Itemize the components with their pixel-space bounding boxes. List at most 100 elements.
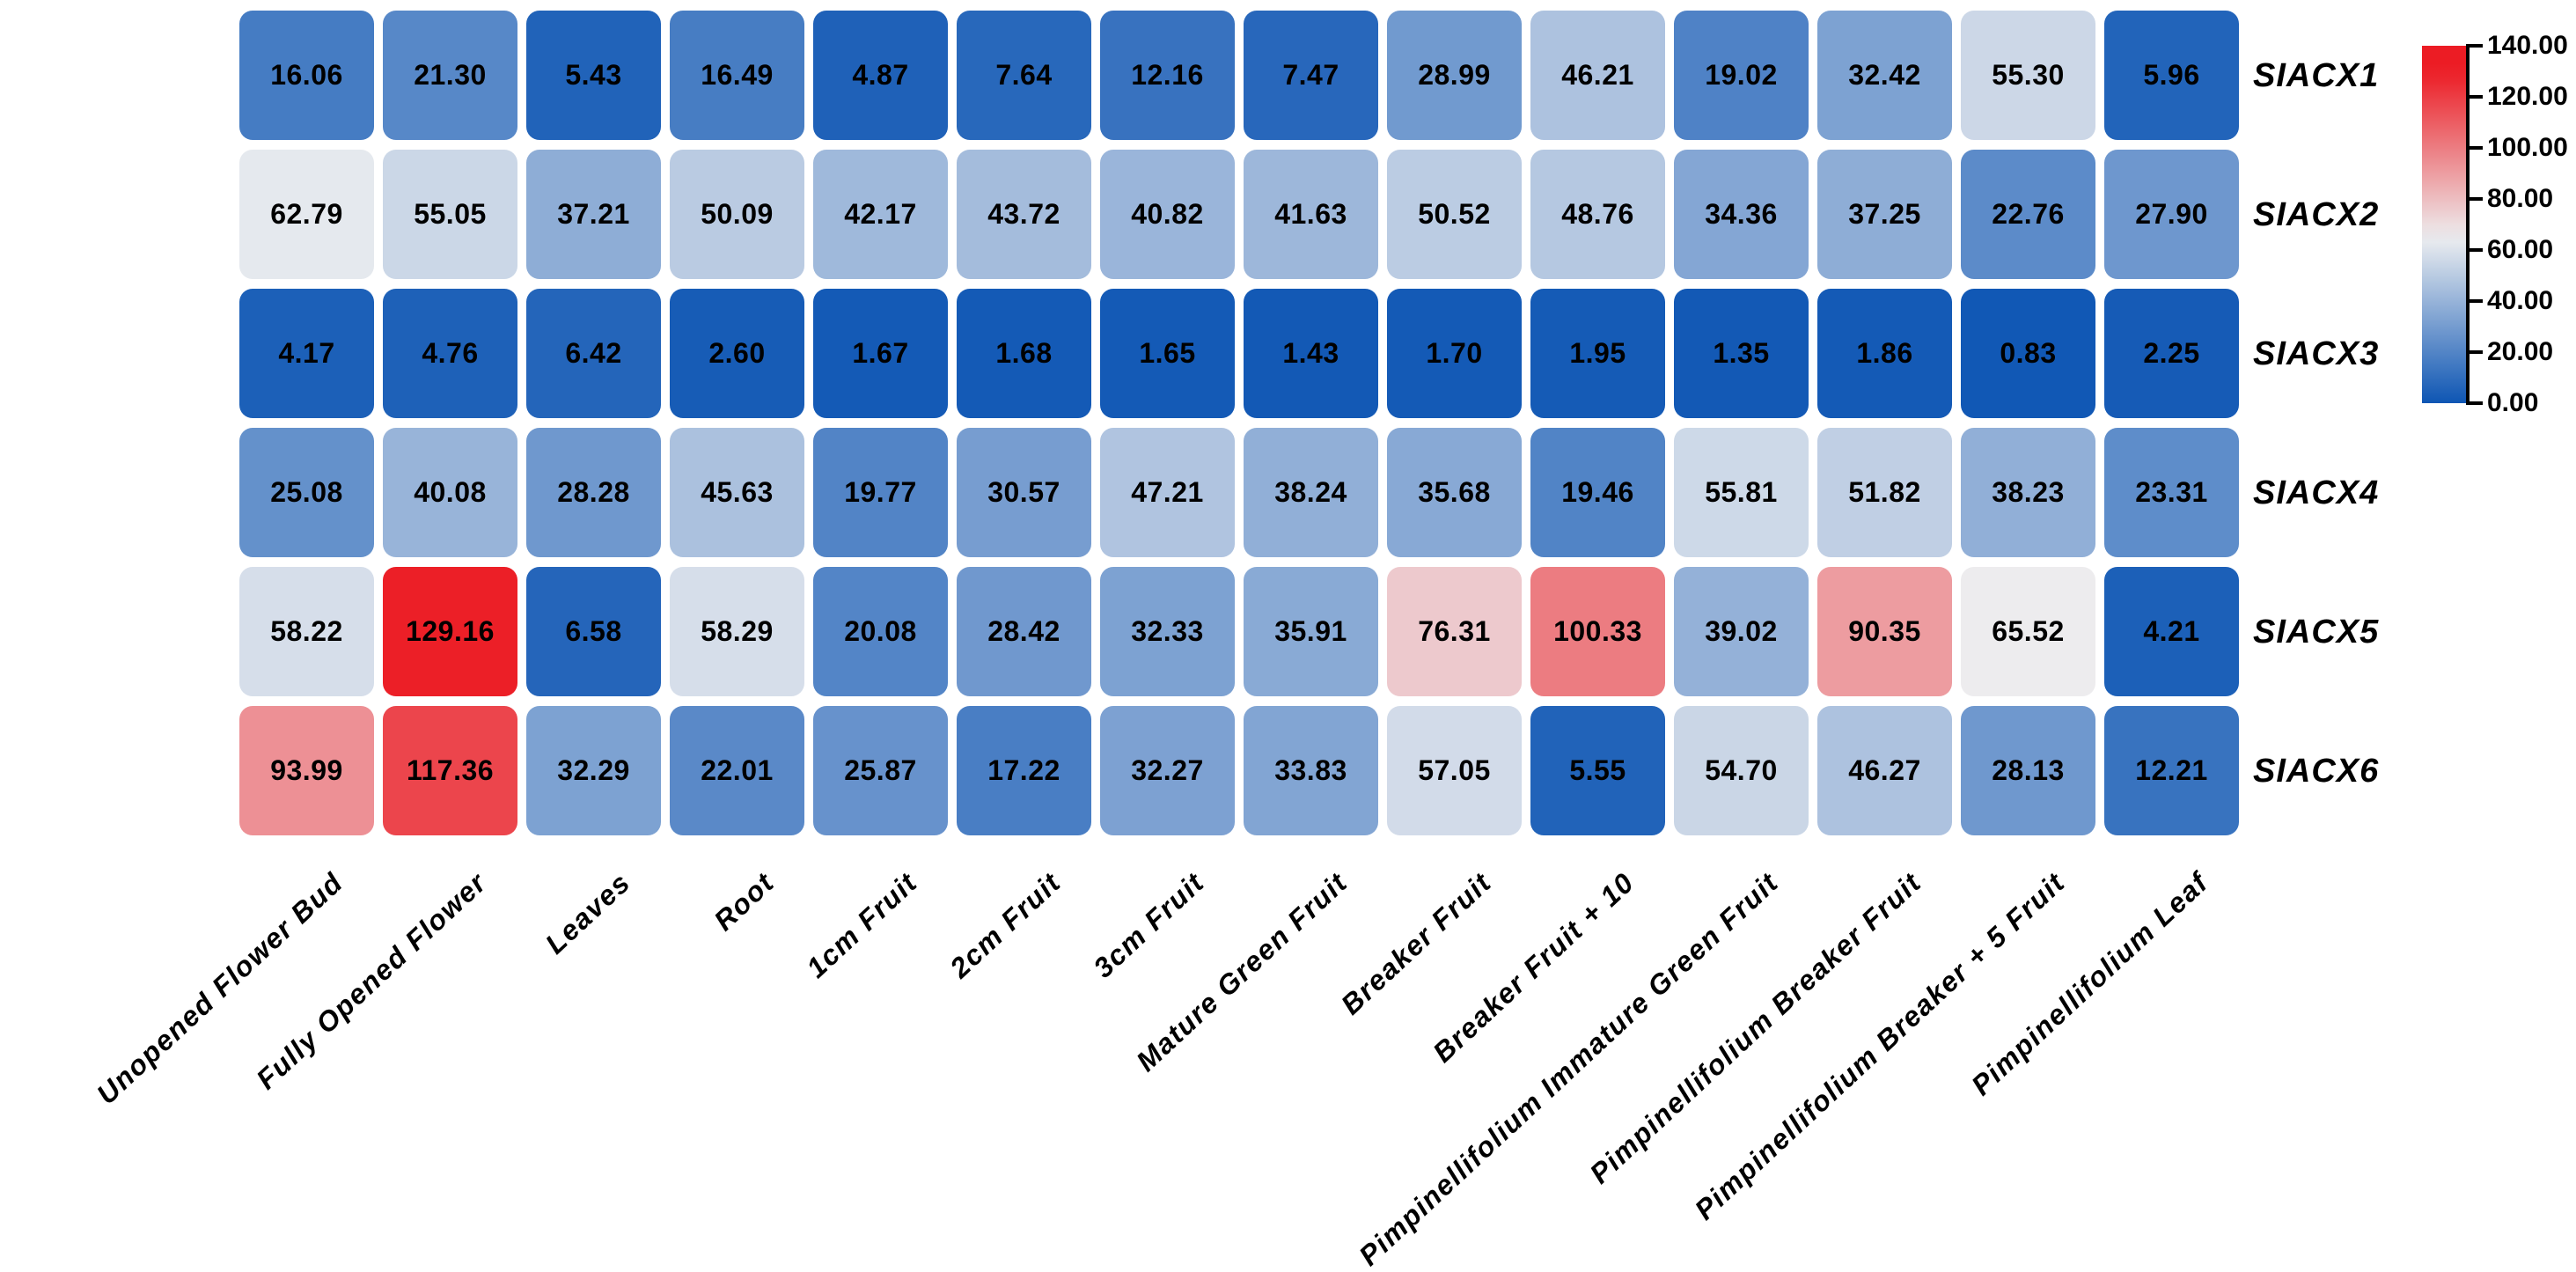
cell-value: 62.79 <box>270 198 343 230</box>
heatmap-cell: 37.25 <box>1817 150 1952 279</box>
heatmap-cell: 27.90 <box>2104 150 2239 279</box>
heatmap-cell: 50.09 <box>670 150 804 279</box>
heatmap-cell: 12.21 <box>2104 706 2239 835</box>
cell-value: 39.02 <box>1705 615 1778 647</box>
cell-value: 6.42 <box>565 337 622 369</box>
heatmap-cell: 37.21 <box>526 150 661 279</box>
cell-value: 6.58 <box>565 615 622 647</box>
cell-value: 17.22 <box>987 754 1060 786</box>
cell-value: 50.09 <box>701 198 774 230</box>
cell-value: 129.16 <box>406 615 495 647</box>
heatmap-cell: 58.22 <box>239 567 374 696</box>
row-label: SIACX3 <box>2253 335 2380 372</box>
heatmap-cell: 38.24 <box>1244 428 1378 557</box>
cell-value: 20.08 <box>844 615 917 647</box>
cell-value: 40.08 <box>414 476 487 508</box>
heatmap-cell: 117.36 <box>383 706 517 835</box>
column-label: Root <box>707 866 781 937</box>
cell-value: 54.70 <box>1705 754 1778 786</box>
heatmap-cell: 4.21 <box>2104 567 2239 696</box>
cell-value: 32.33 <box>1131 615 1204 647</box>
cell-value: 93.99 <box>270 754 343 786</box>
column-label: 3cm Fruit <box>1087 866 1211 984</box>
colorbar-tick <box>2470 401 2483 405</box>
cell-value: 55.81 <box>1705 476 1778 508</box>
heatmap-cell: 1.35 <box>1674 289 1809 418</box>
cell-value: 32.29 <box>557 754 630 786</box>
cell-value: 22.76 <box>1992 198 2065 230</box>
heatmap-cell: 20.08 <box>813 567 948 696</box>
heatmap-cell: 4.17 <box>239 289 374 418</box>
cell-value: 27.90 <box>2135 198 2208 230</box>
colorbar-axis-line <box>2466 44 2470 405</box>
heatmap-cell: 51.82 <box>1817 428 1952 557</box>
heatmap-cell: 1.95 <box>1530 289 1665 418</box>
cell-value: 35.68 <box>1418 476 1491 508</box>
heatmap-cell: 42.17 <box>813 150 948 279</box>
colorbar-tick <box>2470 248 2483 252</box>
cell-value: 65.52 <box>1992 615 2065 647</box>
heatmap-cell: 30.57 <box>957 428 1091 557</box>
cell-value: 5.55 <box>1569 754 1626 786</box>
heatmap-cell: 5.43 <box>526 11 661 140</box>
heatmap-cell: 0.83 <box>1961 289 2095 418</box>
heatmap-cell: 1.67 <box>813 289 948 418</box>
heatmap-cell: 1.65 <box>1100 289 1235 418</box>
colorbar-tick-label: 40.00 <box>2487 286 2554 315</box>
heatmap-cell: 43.72 <box>957 150 1091 279</box>
cell-value: 37.21 <box>557 198 630 230</box>
cell-value: 90.35 <box>1848 615 1921 647</box>
heatmap-cell: 19.46 <box>1530 428 1665 557</box>
heatmap-cell: 41.63 <box>1244 150 1378 279</box>
cell-value: 5.96 <box>2143 59 2200 91</box>
colorbar-tick <box>2470 146 2483 150</box>
cell-value: 16.49 <box>701 59 774 91</box>
cell-value: 28.13 <box>1992 754 2065 786</box>
cell-value: 55.05 <box>414 198 487 230</box>
heatmap-cell: 5.96 <box>2104 11 2239 140</box>
cell-value: 4.87 <box>852 59 909 91</box>
heatmap-cell: 28.28 <box>526 428 661 557</box>
cell-value: 4.21 <box>2143 615 2200 647</box>
heatmap-cell: 22.01 <box>670 706 804 835</box>
cell-value: 28.42 <box>987 615 1060 647</box>
colorbar-tick-label: 80.00 <box>2487 184 2554 213</box>
heatmap-cell: 16.49 <box>670 11 804 140</box>
heatmap-cell: 22.76 <box>1961 150 2095 279</box>
row-label: SIACX1 <box>2253 56 2380 94</box>
heatmap-cell: 46.27 <box>1817 706 1952 835</box>
cell-value: 42.17 <box>844 198 917 230</box>
heatmap-cell: 35.91 <box>1244 567 1378 696</box>
cell-value: 32.27 <box>1131 754 1204 786</box>
cell-value: 19.77 <box>844 476 917 508</box>
cell-value: 12.16 <box>1131 59 1204 91</box>
colorbar-tick <box>2470 350 2483 354</box>
cell-value: 1.95 <box>1569 337 1626 369</box>
heatmap-cell: 55.30 <box>1961 11 2095 140</box>
cell-value: 25.87 <box>844 754 917 786</box>
column-label: Unopened Flower Bud <box>91 866 350 1111</box>
cell-value: 51.82 <box>1848 476 1921 508</box>
cell-value: 0.83 <box>2000 337 2057 369</box>
cell-value: 1.43 <box>1282 337 1339 369</box>
cell-value: 46.21 <box>1561 59 1634 91</box>
colorbar-tick <box>2470 197 2483 201</box>
cell-value: 1.67 <box>852 337 909 369</box>
heatmap-cell: 7.64 <box>957 11 1091 140</box>
heatmap-cell: 1.70 <box>1387 289 1522 418</box>
heatmap-cell: 1.43 <box>1244 289 1378 418</box>
heatmap-cell: 32.27 <box>1100 706 1235 835</box>
cell-value: 19.02 <box>1705 59 1778 91</box>
heatmap-cell: 17.22 <box>957 706 1091 835</box>
cell-value: 41.63 <box>1274 198 1347 230</box>
heatmap-cell: 21.30 <box>383 11 517 140</box>
heatmap-cell: 90.35 <box>1817 567 1952 696</box>
heatmap-cell: 50.52 <box>1387 150 1522 279</box>
cell-value: 23.31 <box>2135 476 2208 508</box>
colorbar-tick <box>2470 44 2483 48</box>
heatmap-cell: 23.31 <box>2104 428 2239 557</box>
heatmap-cell: 7.47 <box>1244 11 1378 140</box>
heatmap-cell: 4.87 <box>813 11 948 140</box>
cell-value: 1.65 <box>1139 337 1196 369</box>
